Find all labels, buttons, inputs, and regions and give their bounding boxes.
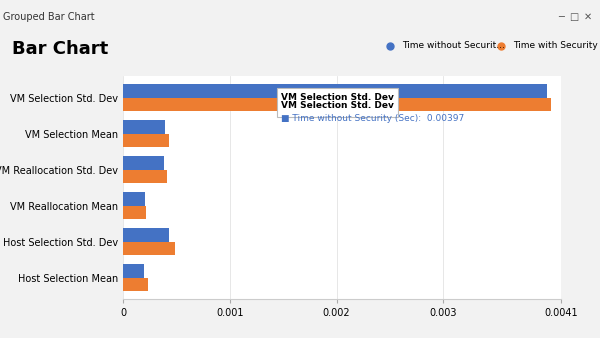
Bar [123,206,146,219]
Bar [123,228,169,242]
Bar [123,156,164,170]
Text: ─: ─ [558,12,564,22]
Bar [123,242,175,255]
Bar [123,264,144,277]
Text: Time without Securit...: Time without Securit... [402,41,505,50]
Bar [123,134,169,147]
Text: ■ Time without Security (Sec):  0.00397: ■ Time without Security (Sec): 0.00397 [281,114,464,123]
Text: □: □ [569,12,579,22]
Text: Time with Security (...: Time with Security (... [513,41,600,50]
Text: Grouped Bar Chart: Grouped Bar Chart [3,12,95,22]
Bar [123,98,551,111]
Bar [123,120,164,134]
Bar [123,170,167,183]
Bar [123,277,148,291]
Text: VM Selection Std. Dev: VM Selection Std. Dev [281,101,394,111]
Text: Bar Chart: Bar Chart [12,40,108,58]
Bar [123,192,145,206]
Text: ✕: ✕ [583,12,592,22]
Bar [123,84,547,98]
Text: VM Selection Std. Dev: VM Selection Std. Dev [281,93,394,112]
